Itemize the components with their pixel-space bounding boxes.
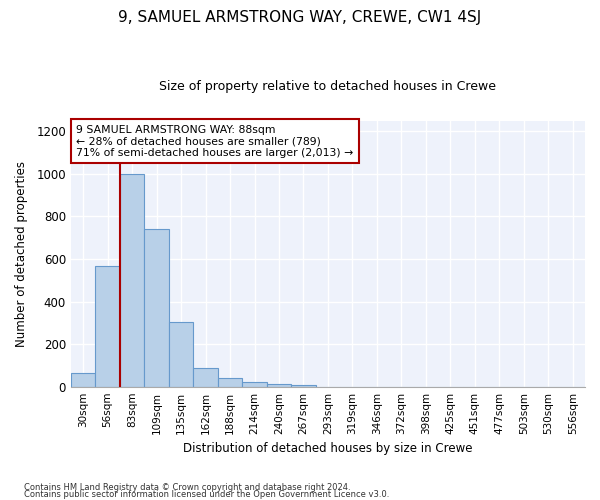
Title: Size of property relative to detached houses in Crewe: Size of property relative to detached ho… [160,80,496,93]
Bar [218,378,242,386]
Text: Contains public sector information licensed under the Open Government Licence v3: Contains public sector information licen… [24,490,389,499]
Bar [242,382,267,386]
Bar [71,374,95,386]
X-axis label: Distribution of detached houses by size in Crewe: Distribution of detached houses by size … [183,442,473,455]
Bar [267,384,291,386]
Bar [145,229,169,386]
Text: Contains HM Land Registry data © Crown copyright and database right 2024.: Contains HM Land Registry data © Crown c… [24,484,350,492]
Bar [193,368,218,386]
Bar [291,385,316,386]
Bar [95,266,120,386]
Y-axis label: Number of detached properties: Number of detached properties [15,160,28,346]
Bar [169,322,193,386]
Text: 9, SAMUEL ARMSTRONG WAY, CREWE, CW1 4SJ: 9, SAMUEL ARMSTRONG WAY, CREWE, CW1 4SJ [118,10,482,25]
Bar [120,174,145,386]
Text: 9 SAMUEL ARMSTRONG WAY: 88sqm
← 28% of detached houses are smaller (789)
71% of : 9 SAMUEL ARMSTRONG WAY: 88sqm ← 28% of d… [76,124,353,158]
